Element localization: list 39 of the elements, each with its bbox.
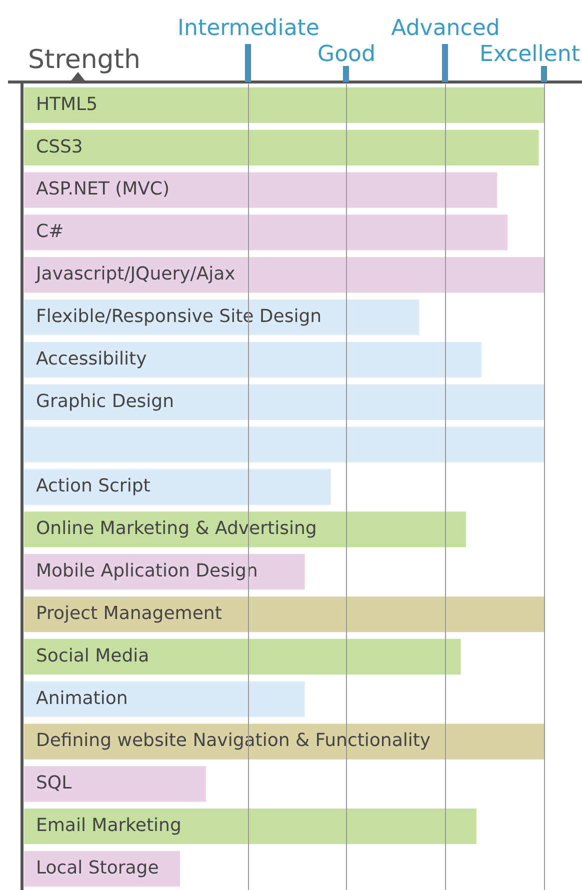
- y-tick-label: Local Storage: [36, 857, 159, 878]
- bar: [24, 724, 544, 760]
- bar: [24, 681, 305, 717]
- bar: [24, 384, 544, 420]
- y-tick-label: Mobile Aplication Design: [36, 560, 258, 582]
- bar: [24, 469, 331, 505]
- ref-line-label: Excellent: [480, 42, 580, 67]
- bar: [24, 426, 544, 462]
- y-tick-label: CSS3: [36, 136, 83, 158]
- bar: [24, 87, 544, 124]
- y-tick-label: Javascript/JQuery/Ajax: [35, 264, 236, 285]
- ref-line-label: Intermediate: [178, 16, 320, 41]
- bar: [24, 766, 206, 802]
- y-tick-label: Animation: [36, 688, 128, 709]
- y-tick-label: C#: [36, 221, 64, 242]
- y-tick-label: Email Marketing: [36, 815, 182, 836]
- y-tick-label: ASP.NET (MVC): [36, 178, 170, 200]
- bar: [24, 130, 539, 166]
- bar: [24, 512, 466, 548]
- bar: [24, 214, 508, 250]
- y-tick-label: Graphic Design: [36, 390, 174, 412]
- ref-line-label: Advanced: [391, 16, 500, 41]
- y-tick-label: Flexible/Responsive Site Design: [36, 306, 322, 327]
- y-tick-label: Project Management: [36, 602, 222, 624]
- y-tick-label: SQL: [36, 772, 72, 794]
- bar: [24, 172, 498, 208]
- x-axis-title: Strength: [28, 45, 140, 75]
- y-tick-label: Defining website Navigation & Functionality: [36, 730, 431, 752]
- y-tick-label: Social Media: [36, 645, 150, 666]
- bar: [24, 808, 476, 844]
- y-tick-label: Accessibility: [36, 348, 148, 370]
- bar: [24, 257, 544, 293]
- y-tick-label: Online Marketing & Advertising: [36, 518, 317, 540]
- bar: [24, 342, 482, 378]
- y-tick-label: HTML5: [36, 94, 98, 115]
- y-tick-label: Action Script: [36, 476, 150, 497]
- ref-line-label: Good: [318, 42, 376, 67]
- bar: [24, 638, 461, 674]
- bar: [24, 596, 544, 632]
